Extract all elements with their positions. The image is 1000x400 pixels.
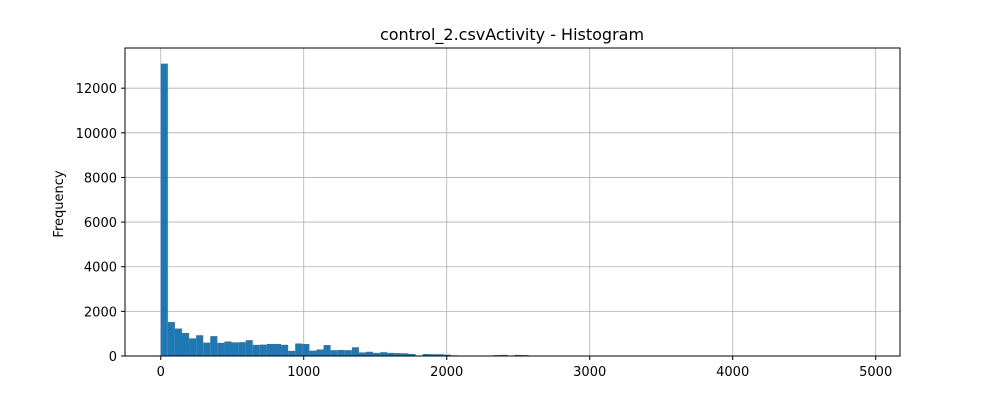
histogram-bars: [160, 63, 869, 357]
histogram-bar: [189, 338, 197, 356]
histogram-bar: [443, 354, 451, 356]
histogram-bar: [167, 322, 175, 356]
y-tick-label: 10000: [76, 127, 117, 142]
histogram-bar: [203, 342, 211, 356]
x-tick-label: 1000: [287, 365, 320, 380]
chart-title: control_2.csvActivity - Histogram: [380, 25, 644, 45]
x-tick-label: 3000: [573, 365, 606, 380]
histogram-bar: [323, 345, 331, 356]
y-tick-label: 4000: [84, 261, 117, 276]
histogram-bar: [295, 343, 303, 356]
y-axis-label: Frequency: [52, 170, 67, 237]
histogram-bar: [181, 333, 190, 356]
histogram-bar: [266, 343, 274, 356]
histogram-bar: [366, 351, 374, 356]
histogram-bar: [408, 353, 416, 356]
plot-frame: [124, 47, 901, 357]
histogram-bar: [436, 354, 444, 356]
x-tick-label: 5000: [859, 365, 892, 380]
histogram-bar: [380, 352, 388, 356]
histogram-bar: [210, 336, 218, 356]
histogram-bar: [422, 353, 430, 356]
histogram-bar: [337, 349, 345, 356]
histogram-bar: [302, 343, 310, 356]
histogram-bar: [309, 350, 317, 356]
histogram-bar: [500, 354, 508, 356]
histogram-bar: [281, 344, 289, 356]
histogram-bar: [288, 350, 296, 356]
y-tick-label: 2000: [84, 305, 117, 320]
y-tick-label: 12000: [76, 82, 117, 97]
histogram-bar: [387, 352, 395, 356]
x-tick-label: 0: [157, 365, 165, 380]
histogram-bar: [351, 347, 359, 356]
histogram-bar: [373, 352, 381, 356]
y-tick-label: 8000: [84, 171, 117, 186]
x-tick-label: 4000: [716, 365, 749, 380]
histogram-bar: [401, 353, 409, 356]
histogram-bar: [252, 344, 260, 356]
histogram-bar: [245, 340, 253, 356]
x-axis-ticks: 0 1000 2000 3000 4000 5000: [157, 356, 892, 380]
histogram-bar: [259, 344, 267, 356]
x-tick-label: 2000: [430, 365, 463, 380]
histogram-bar: [238, 342, 246, 356]
y-tick-label: 6000: [84, 216, 117, 231]
histogram-bar: [358, 352, 367, 356]
histogram-bar: [316, 349, 324, 356]
histogram-bar: [217, 342, 225, 356]
histogram-bar: [196, 335, 204, 356]
histogram-bar: [394, 353, 402, 356]
y-axis-ticks: 0 2000 4000 6000 8000 10000 12000: [76, 82, 125, 365]
histogram-bar: [160, 63, 168, 356]
histogram-bar: [231, 342, 239, 356]
histogram-bar: [224, 341, 232, 356]
histogram-bar: [514, 354, 522, 356]
histogram-bar: [330, 350, 338, 356]
histogram-bar: [174, 328, 182, 356]
y-tick-label: 0: [109, 350, 117, 365]
histogram-bar: [273, 343, 282, 356]
histogram-bar: [429, 354, 437, 356]
histogram-bar: [344, 350, 352, 356]
